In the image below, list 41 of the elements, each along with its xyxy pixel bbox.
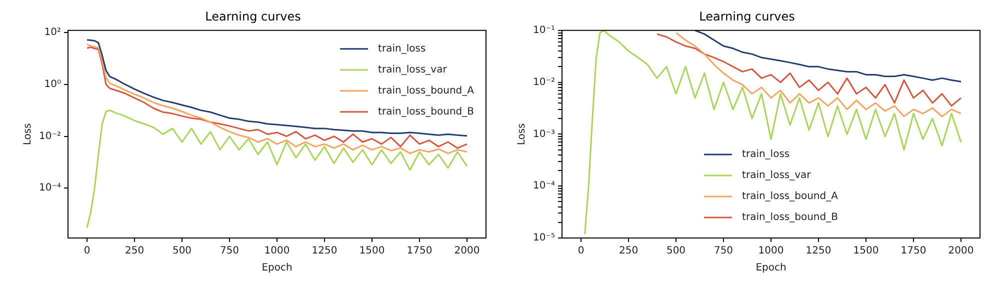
legend-label: train_loss_var	[742, 170, 812, 182]
legend-label: train_loss_bound_A	[378, 85, 474, 96]
x-tick-label: 750	[220, 246, 240, 257]
legend-label: train_loss	[742, 149, 790, 160]
x-tick-label: 0	[84, 246, 90, 257]
y-tick-label: 10⁰	[44, 78, 62, 90]
legend-label: train_loss_bound_A	[742, 191, 838, 202]
x-tick-label: 2000	[948, 246, 974, 257]
x-tick-label: 250	[618, 246, 638, 257]
y-tick-label: 10⁻²	[532, 76, 556, 88]
y-tick-label: 10²	[44, 27, 62, 38]
y-tick-label: 10⁻³	[532, 128, 556, 140]
legend-label: train_loss_var	[378, 64, 448, 76]
x-tick-label: 1500	[359, 246, 385, 257]
x-axis-title: Epoch	[262, 262, 292, 274]
legend-label: train_loss_bound_B	[742, 212, 838, 224]
y-tick-label: 10⁻⁵	[532, 232, 556, 244]
x-tick-label: 1500	[853, 246, 879, 257]
y-axis-title: Loss	[22, 123, 34, 146]
chart-title: Learning curves	[205, 9, 301, 24]
chart-title: Learning curves	[699, 9, 795, 24]
y-tick-label: 10⁻¹	[532, 24, 556, 36]
y-tick-label: 10⁻⁴	[38, 182, 62, 194]
x-tick-label: 1750	[406, 246, 432, 257]
x-tick-label: 1750	[900, 246, 926, 257]
legend-label: train_loss	[378, 43, 426, 54]
x-tick-label: 1250	[806, 246, 832, 257]
x-tick-label: 500	[172, 246, 192, 257]
y-tick-label: 10⁻⁴	[532, 180, 556, 192]
x-tick-label: 500	[666, 246, 686, 257]
x-tick-label: 1250	[312, 246, 338, 257]
y-axis-title: Loss	[516, 123, 528, 146]
x-axis-title: Epoch	[756, 262, 786, 274]
x-tick-label: 750	[714, 246, 734, 257]
x-tick-label: 0	[578, 246, 584, 257]
legend-label: train_loss_bound_B	[378, 106, 474, 118]
x-tick-label: 1000	[758, 246, 784, 257]
x-tick-label: 1000	[264, 246, 290, 257]
x-tick-label: 250	[124, 246, 144, 257]
x-tick-label: 2000	[454, 246, 480, 257]
y-tick-label: 10⁻²	[38, 130, 62, 142]
